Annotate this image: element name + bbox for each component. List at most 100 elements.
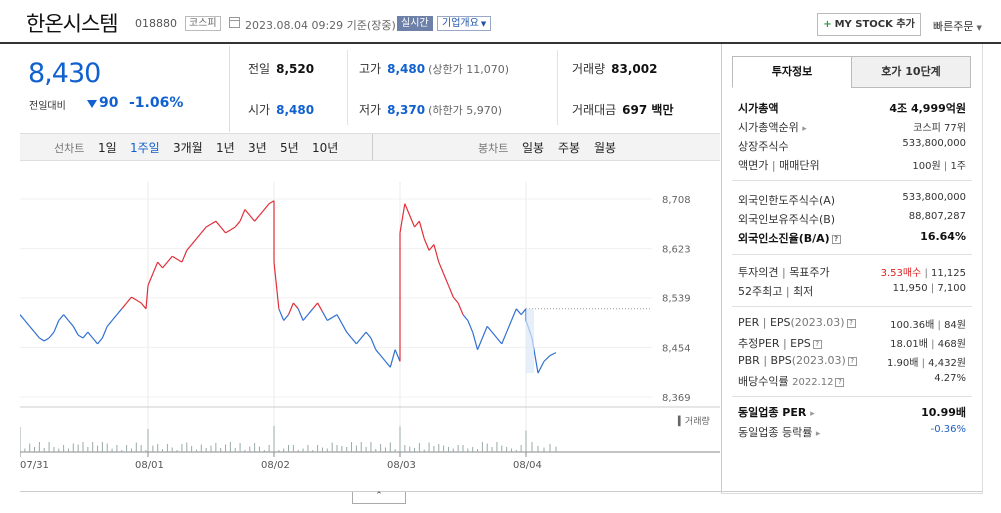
row-foreign-limit: 외국인한도주식수(A) 533,800,000	[738, 192, 966, 210]
row-label: 투자의견 | 목표주가	[738, 266, 830, 279]
price-line-segment	[414, 220, 420, 228]
price-line-segment	[312, 302, 319, 310]
price-line-segment	[326, 317, 333, 322]
panel-tabs: 투자정보 호가 10단계	[732, 56, 971, 88]
price-line-segment	[457, 302, 464, 315]
row-label-text: 시가총액순위	[738, 121, 799, 134]
quick-order-label: 빠른주문	[933, 20, 974, 33]
x-tick-label: 08/03	[387, 460, 416, 471]
pbr-label: PBR	[738, 354, 760, 367]
help-icon[interactable]: ?	[846, 319, 856, 328]
candle-daily[interactable]: 일봉	[522, 141, 545, 155]
row-market-cap-rank[interactable]: 시가총액순위 ▸ 코스피 77위	[738, 119, 966, 137]
candle-chart-label: 봉차트	[478, 142, 509, 155]
est-eps-label: EPS	[790, 337, 811, 350]
price-line-segment	[234, 220, 241, 228]
price-line-segment	[481, 326, 488, 339]
price-line-segment	[97, 337, 103, 345]
stat-amount: 거래대금 697 백만	[572, 101, 673, 118]
price-line-segment	[181, 250, 188, 263]
opinion-label: 투자의견	[738, 266, 779, 279]
row-market-cap: 시가총액 4조 4,999억원	[738, 100, 966, 118]
price-line-segment	[537, 361, 545, 374]
divider	[557, 50, 558, 125]
period-5y[interactable]: 5년	[280, 141, 299, 155]
row-sector-per[interactable]: 동일업종 PER ▸ 10.99배	[738, 404, 966, 422]
row-value: -0.36%	[931, 424, 966, 435]
stat-value: 8,480	[387, 62, 426, 76]
price-line-segment	[195, 232, 202, 240]
price-line-segment	[365, 331, 372, 339]
price-chart[interactable]: 8,708 8,623 8,539 8,454 8,369 ▍거래량 07/31 08/01 0…	[20, 162, 720, 488]
current-price-box: 8,430 전일대비 90 -1.06%	[20, 46, 230, 132]
price-line-segment	[472, 332, 479, 350]
row-value: 16.64%	[920, 230, 966, 243]
price-line-segment	[355, 337, 362, 345]
price-line-segment	[404, 203, 411, 216]
tab-order-book[interactable]: 호가 10단계	[851, 56, 971, 88]
price-line-segment	[162, 261, 168, 269]
help-icon[interactable]: ?	[831, 235, 841, 244]
company-overview-dropdown[interactable]: 기업개요 ▼	[437, 16, 492, 31]
period-1y[interactable]: 1년	[216, 141, 235, 155]
sector-change-value: -0.36%	[930, 424, 966, 435]
quick-order-link[interactable]: 빠른주문 ▼	[933, 18, 982, 34]
row-opinion: 투자의견 | 목표주가 3.53매수 | 11,125	[738, 264, 966, 282]
chart-period-bar: 선차트 1일 1주일 3개월 1년 3년 5년 10년 봉차트 일봉 주봉 월봉	[20, 133, 720, 161]
price-line-segment	[215, 220, 222, 228]
price-line-segment	[225, 229, 231, 234]
row-pbr: PBR | BPS(2023.03)? 1.90배 | 4,432원	[738, 354, 966, 372]
price-line-segment	[341, 323, 348, 333]
stat-value: 8,520	[276, 62, 315, 76]
price-line-segment	[331, 314, 338, 319]
collapse-toggle-button[interactable]: ⌃	[352, 492, 406, 504]
realtime-button[interactable]: 실시간	[397, 16, 433, 31]
row-value: 88,807,287	[908, 211, 966, 222]
price-line-segment	[82, 331, 89, 339]
row-value: 533,800,000	[902, 138, 966, 149]
row-sector-change[interactable]: 동일업종 등락률 ▸ -0.36%	[738, 424, 966, 442]
row-label-text: 동일업종 PER	[738, 406, 807, 419]
invest-info-panel: 투자정보 호가 10단계 시가총액 4조 4,999억원 시가총액순위 ▸ 코스피 …	[721, 44, 983, 494]
period-3y[interactable]: 3년	[248, 141, 267, 155]
week52-low: 7,100	[937, 283, 966, 294]
plus-icon: +	[823, 19, 832, 30]
help-icon[interactable]: ?	[847, 357, 857, 366]
div-period: 2022.12	[792, 377, 834, 388]
chevron-up-icon: ⌃	[375, 491, 383, 501]
row-label: 배당수익률 2022.12?	[738, 373, 845, 389]
period-10y[interactable]: 10년	[312, 141, 339, 155]
row-label: 시가총액	[738, 102, 779, 115]
price-line-segment	[121, 302, 128, 310]
price-line-segment	[370, 337, 377, 350]
row-label: 액면가 | 매매단위	[738, 159, 820, 172]
opinion-value: 3.53매수	[880, 268, 922, 279]
price-line-segment	[292, 302, 299, 310]
help-icon[interactable]: ?	[812, 340, 822, 349]
row-est-per: 추정PER | EPS? 18.01배 | 468원	[738, 335, 966, 353]
price-line-segment	[67, 320, 74, 327]
est-per-label: 추정PER	[738, 337, 780, 350]
help-icon[interactable]: ?	[835, 378, 845, 387]
candle-monthly[interactable]: 월봉	[594, 141, 617, 155]
candle-weekly[interactable]: 주봉	[558, 141, 581, 155]
divider	[20, 491, 983, 492]
period-1w[interactable]: 1주일	[130, 141, 160, 155]
row-label: 동일업종 등락률 ▸	[738, 424, 820, 440]
row-foreign-ratio: 외국인소진율(B/A)? 16.64%	[738, 230, 966, 248]
x-tick-label: 08/02	[261, 460, 290, 471]
row-label: 동일업종 PER ▸	[738, 404, 815, 420]
stat-label: 거래대금	[572, 103, 617, 117]
target-value: 11,125	[931, 268, 966, 279]
div-label: 배당수익률	[738, 375, 789, 388]
par-value: 100원	[912, 161, 941, 172]
divider	[732, 306, 972, 307]
price-line-segment	[501, 331, 508, 345]
period-3m[interactable]: 3개월	[173, 141, 203, 155]
price-line-segment	[418, 221, 425, 239]
period-1d[interactable]: 1일	[98, 141, 117, 155]
stat-label: 고가	[359, 62, 382, 76]
add-my-stock-button[interactable]: + MY STOCK 추가	[817, 13, 921, 36]
tab-invest-info[interactable]: 투자정보	[732, 56, 852, 88]
price-line-segment	[140, 302, 147, 310]
